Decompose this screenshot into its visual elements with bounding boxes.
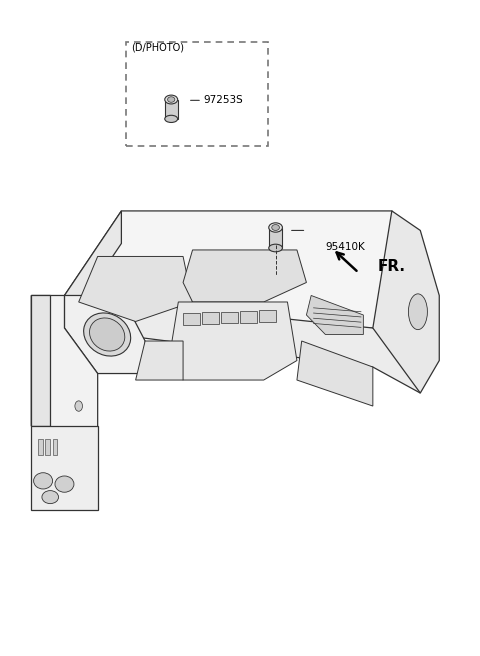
Bar <box>259 310 276 322</box>
Circle shape <box>75 401 83 411</box>
Text: FR.: FR. <box>378 258 406 274</box>
Bar <box>269 228 282 248</box>
Polygon shape <box>136 341 183 380</box>
Ellipse shape <box>408 294 427 329</box>
Polygon shape <box>31 426 97 510</box>
Polygon shape <box>183 250 306 302</box>
Polygon shape <box>297 341 373 406</box>
Polygon shape <box>373 211 439 393</box>
Ellipse shape <box>42 491 59 504</box>
Bar <box>221 312 238 323</box>
Polygon shape <box>31 295 50 426</box>
Polygon shape <box>64 295 420 393</box>
Polygon shape <box>64 211 121 328</box>
Bar <box>165 100 178 119</box>
Ellipse shape <box>55 476 74 492</box>
Polygon shape <box>64 295 145 373</box>
Polygon shape <box>169 302 297 380</box>
Text: (D/PHOTO): (D/PHOTO) <box>131 43 184 53</box>
Ellipse shape <box>165 115 178 123</box>
Polygon shape <box>79 256 192 321</box>
Ellipse shape <box>269 223 282 232</box>
Ellipse shape <box>84 313 131 356</box>
Text: 97253S: 97253S <box>204 95 243 106</box>
Polygon shape <box>31 295 97 510</box>
Bar <box>38 439 43 455</box>
Ellipse shape <box>89 318 125 351</box>
Bar <box>240 311 257 323</box>
Ellipse shape <box>34 473 53 489</box>
Ellipse shape <box>168 97 175 102</box>
Text: 95410K: 95410K <box>325 241 365 252</box>
Bar <box>46 439 50 455</box>
Polygon shape <box>64 211 420 328</box>
Ellipse shape <box>165 95 178 104</box>
Ellipse shape <box>269 244 282 252</box>
Bar <box>183 313 200 325</box>
Bar <box>202 312 219 324</box>
Bar <box>53 439 57 455</box>
Polygon shape <box>306 295 363 335</box>
Ellipse shape <box>272 224 279 230</box>
